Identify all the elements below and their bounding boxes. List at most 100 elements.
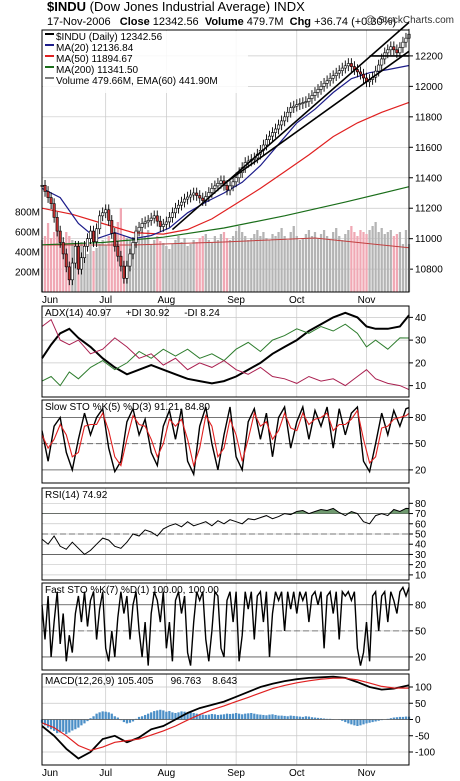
legend-entry: Volume 479.66M, EMA(60) 441.90M (56, 76, 218, 87)
volume-bar (389, 230, 392, 292)
volume-bar (350, 226, 353, 292)
macd-histogram-bar (268, 714, 271, 720)
close-label: Close (119, 16, 150, 28)
volume-bar (268, 240, 271, 292)
price-bar-body (152, 215, 156, 219)
y-tick-label: 10 (415, 570, 427, 581)
price-bar-body (395, 49, 399, 54)
volume-bar (113, 232, 116, 292)
price-bar-body (274, 128, 278, 133)
price-bar-body (322, 83, 326, 87)
fast-sto-panel (41, 582, 410, 671)
price-bar-body (43, 185, 47, 192)
macd-histogram-bar (265, 715, 268, 720)
volume-bar (219, 234, 223, 292)
macd-histogram-bar (395, 717, 398, 720)
macd-histogram-bar (241, 714, 244, 720)
y-tick-label: 50 (415, 626, 427, 637)
volume-bar (395, 234, 398, 292)
macd-histogram-bar (356, 719, 359, 726)
price-bar-body (271, 132, 275, 137)
price-bar-body (98, 215, 102, 230)
volume-bar (156, 236, 159, 292)
price-bar-body (158, 220, 162, 227)
x-tick-label: Jun (42, 295, 58, 306)
volume-bar (362, 232, 365, 292)
macd-histogram-bar (137, 716, 141, 720)
macd-histogram-bar (168, 711, 171, 720)
macd-histogram-bar (210, 713, 213, 720)
price-panel (41, 29, 410, 293)
price-bar-body (355, 69, 359, 73)
price-bar-body (82, 246, 86, 259)
legend-entry: 96.763 (171, 676, 202, 687)
price-bar-body (137, 226, 141, 232)
legend-entry: MA(200) 11341.50 (56, 65, 139, 76)
macd-histogram-bar (319, 718, 323, 720)
price-bar-body (104, 209, 108, 214)
volume-tick-label: 800M (15, 208, 40, 219)
volume-bar (107, 236, 110, 292)
ma200-line (41, 186, 410, 246)
volume-bar (198, 238, 201, 292)
volume-bar (222, 232, 226, 292)
macd-histogram-bar (89, 718, 92, 720)
ma50-line (41, 101, 410, 235)
volume-bar (225, 238, 229, 292)
volume-bar (301, 238, 304, 292)
volume-bar (262, 232, 265, 292)
price-bar-body (183, 198, 187, 203)
price-bar-body (134, 230, 138, 243)
quote-line: 17-Nov-2006 Close 12342.56 Volume 479.7M… (47, 16, 396, 28)
price-bar-body (358, 71, 362, 75)
rsi-panel (41, 487, 410, 581)
volume-bar (277, 232, 280, 292)
price-bar-body (52, 203, 56, 218)
macd-histogram-bar (113, 716, 116, 720)
volume-bar (404, 230, 408, 292)
chg-value: +36.74 (+0.30%) (314, 16, 397, 28)
y-tick-label: 50 (415, 699, 427, 710)
volume-bar (322, 230, 326, 292)
price-bar-body (128, 253, 132, 267)
macd-histogram-bar (256, 714, 259, 720)
volume-bar (83, 250, 86, 292)
x-tick-label: Nov (358, 768, 376, 779)
macd-histogram-bar (277, 715, 280, 720)
macd-histogram-bar (231, 713, 235, 720)
macd-histogram-bar (225, 713, 229, 720)
price-bar-body (110, 220, 114, 234)
minus-di-line (41, 318, 410, 391)
volume-bar (265, 238, 268, 292)
macd-histogram-bar (286, 716, 289, 720)
macd-histogram-bar (186, 713, 189, 720)
macd-histogram-bar (43, 719, 47, 726)
price-bar-body (119, 255, 123, 267)
volume-bar (192, 240, 195, 292)
chg-label: Chg (289, 16, 312, 28)
close-value: 12342.56 (152, 16, 199, 28)
price-bar-body (107, 209, 111, 221)
volume-bar (195, 242, 198, 292)
volume-bar (256, 230, 259, 292)
volume-bar (186, 246, 189, 292)
macd-histogram-bar (140, 716, 144, 720)
price-bar-body (319, 86, 323, 90)
volume-bar (147, 230, 150, 292)
volume-bar (74, 246, 77, 292)
legend-entry: $INDU (Daily) 12342.56 (56, 32, 163, 43)
fast-k-line (41, 585, 410, 666)
x-tick-label: Aug (157, 768, 175, 779)
volume-bar (335, 228, 338, 292)
volume-ema-line (42, 237, 410, 249)
price-bar-body (310, 95, 314, 99)
price-bar-body (340, 67, 344, 71)
volume-bar (298, 240, 301, 292)
macd-histogram-bar (201, 714, 204, 720)
y-tick-label: 30 (415, 550, 427, 561)
macd-histogram-bar (189, 712, 192, 720)
price-bar-body (155, 215, 159, 222)
price-bar-body (392, 46, 396, 51)
volume-bar (101, 240, 104, 292)
watermark: @ StockCharts.com (364, 15, 454, 26)
